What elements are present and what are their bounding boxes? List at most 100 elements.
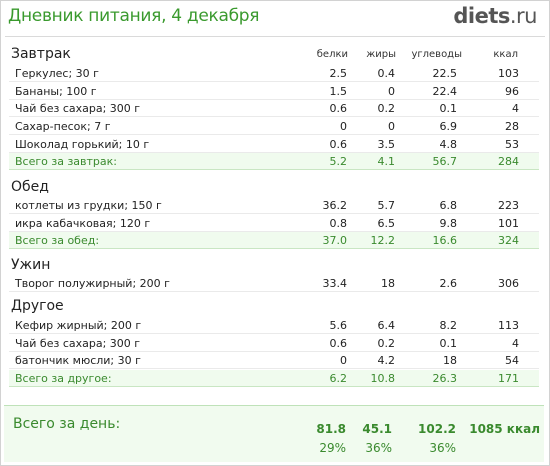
kcal-value: 101 [498, 217, 519, 230]
table-row: Бананы; 100 г 1.5 0 22.4 96 [9, 83, 539, 100]
fat-value: 12.2 [370, 234, 396, 247]
carbs-value: 0.1 [439, 102, 458, 115]
page-title: Дневник питания, 4 декабря [8, 6, 260, 26]
carbs-value: 22.4 [432, 85, 458, 98]
protein-value: 5.6 [329, 319, 348, 332]
food-name: икра кабачковая; 120 г [15, 217, 151, 230]
carbs-value: 6.8 [439, 199, 458, 212]
total-label: Всего за обед: [15, 234, 100, 247]
site-logo[interactable]: diets.ru [453, 4, 537, 28]
kcal-value: 284 [498, 155, 519, 168]
fat-value: 4.1 [377, 155, 396, 168]
food-name: Сахар-песок; 7 г [15, 120, 111, 133]
table-row: икра кабачковая; 120 г 0.8 6.5 9.8 101 [9, 215, 539, 232]
protein-value: 0.6 [329, 102, 348, 115]
day-fat-value: 45.1 [362, 422, 392, 436]
table-row: Сахар-песок; 7 г 0 0 6.9 28 [9, 118, 539, 135]
fat-value: 0.2 [377, 337, 396, 350]
kcal-value: 324 [498, 234, 519, 247]
section-title-breakfast: Завтрак [11, 46, 71, 62]
kcal-value: 171 [498, 372, 519, 385]
carbs-value: 16.6 [432, 234, 458, 247]
section-total-row: Всего за обед: 37.0 12.2 16.6 324 [9, 232, 539, 249]
table-row: Чай без сахара; 300 г 0.6 0.2 0.1 4 [9, 100, 539, 117]
day-protein-value: 81.8 [316, 422, 346, 436]
carbs-value: 2.6 [439, 277, 458, 290]
protein-value: 0.6 [329, 138, 348, 151]
kcal-value: 28 [505, 120, 519, 133]
column-header-kcal: ккал [493, 49, 518, 60]
section-total-row: Всего за другое: 6.2 10.8 26.3 171 [9, 370, 539, 387]
carbs-value: 22.5 [432, 67, 458, 80]
day-total-box: Всего за день: 81.8 45.1 102.2 1085 ккал… [4, 405, 544, 462]
kcal-value: 4 [512, 337, 519, 350]
section-title-lunch: Обед [11, 179, 49, 195]
carbs-value: 8.2 [439, 319, 458, 332]
fat-value: 18 [381, 277, 395, 290]
header-divider [5, 36, 545, 37]
table-row: Геркулес; 30 г 2.5 0.4 22.5 103 [9, 65, 539, 82]
protein-value: 0.8 [329, 217, 348, 230]
fat-value: 10.8 [370, 372, 396, 385]
logo-main: diets [453, 4, 510, 28]
fat-value: 6.4 [377, 319, 396, 332]
protein-value: 33.4 [322, 277, 348, 290]
kcal-value: 306 [498, 277, 519, 290]
kcal-value: 96 [505, 85, 519, 98]
day-carbs-percent: 36% [429, 441, 456, 455]
food-name: Чай без сахара; 300 г [15, 337, 141, 350]
protein-value: 0 [340, 120, 347, 133]
day-kcal-value: 1085 ккал [469, 422, 540, 436]
protein-value: 37.0 [322, 234, 348, 247]
fat-value: 0 [388, 120, 395, 133]
day-fat-percent: 36% [365, 441, 392, 455]
fat-value: 0.4 [377, 67, 396, 80]
carbs-value: 18 [443, 354, 457, 367]
protein-value: 36.2 [322, 199, 348, 212]
carbs-value: 6.9 [439, 120, 458, 133]
food-name: Чай без сахара; 300 г [15, 102, 141, 115]
food-name: батончик мюсли; 30 г [15, 354, 141, 367]
section-title-dinner: Ужин [11, 257, 51, 273]
protein-value: 2.5 [329, 67, 348, 80]
total-label: Всего за другое: [15, 372, 112, 385]
fat-value: 3.5 [377, 138, 396, 151]
total-label: Всего за завтрак: [15, 155, 118, 168]
day-total-label: Всего за день: [13, 416, 121, 432]
column-header-carbs: углеводы [411, 49, 462, 60]
protein-value: 5.2 [329, 155, 348, 168]
carbs-value: 9.8 [439, 217, 458, 230]
table-row: Кефир жирный; 200 г 5.6 6.4 8.2 113 [9, 317, 539, 334]
table-row: Шоколад горький; 10 г 0.6 3.5 4.8 53 [9, 136, 539, 153]
table-row: Чай без сахара; 300 г 0.6 0.2 0.1 4 [9, 335, 539, 352]
kcal-value: 4 [512, 102, 519, 115]
kcal-value: 54 [505, 354, 519, 367]
table-row: Творог полужирный; 200 г 33.4 18 2.6 306 [9, 275, 539, 292]
table-row: батончик мюсли; 30 г 0 4.2 18 54 [9, 352, 539, 369]
food-name: котлеты из грудки; 150 г [15, 199, 162, 212]
day-protein-percent: 29% [319, 441, 346, 455]
protein-value: 0.6 [329, 337, 348, 350]
carbs-value: 4.8 [439, 138, 458, 151]
logo-suffix: .ru [509, 4, 538, 28]
food-name: Творог полужирный; 200 г [15, 277, 170, 290]
fat-value: 0.2 [377, 102, 396, 115]
food-name: Шоколад горький; 10 г [15, 138, 150, 151]
fat-value: 6.5 [377, 217, 396, 230]
column-header-fat: жиры [366, 49, 396, 60]
fat-value: 4.2 [377, 354, 396, 367]
table-row: котлеты из грудки; 150 г 36.2 5.7 6.8 22… [9, 197, 539, 214]
food-name: Кефир жирный; 200 г [15, 319, 142, 332]
section-total-row: Всего за завтрак: 5.2 4.1 56.7 284 [9, 153, 539, 170]
food-name: Бананы; 100 г [15, 85, 97, 98]
day-carbs-value: 102.2 [418, 422, 456, 436]
fat-value: 0 [388, 85, 395, 98]
carbs-value: 0.1 [439, 337, 458, 350]
carbs-value: 26.3 [432, 372, 458, 385]
protein-value: 0 [340, 354, 347, 367]
protein-value: 6.2 [329, 372, 348, 385]
fat-value: 5.7 [377, 199, 396, 212]
kcal-value: 53 [505, 138, 519, 151]
kcal-value: 113 [498, 319, 519, 332]
kcal-value: 223 [498, 199, 519, 212]
